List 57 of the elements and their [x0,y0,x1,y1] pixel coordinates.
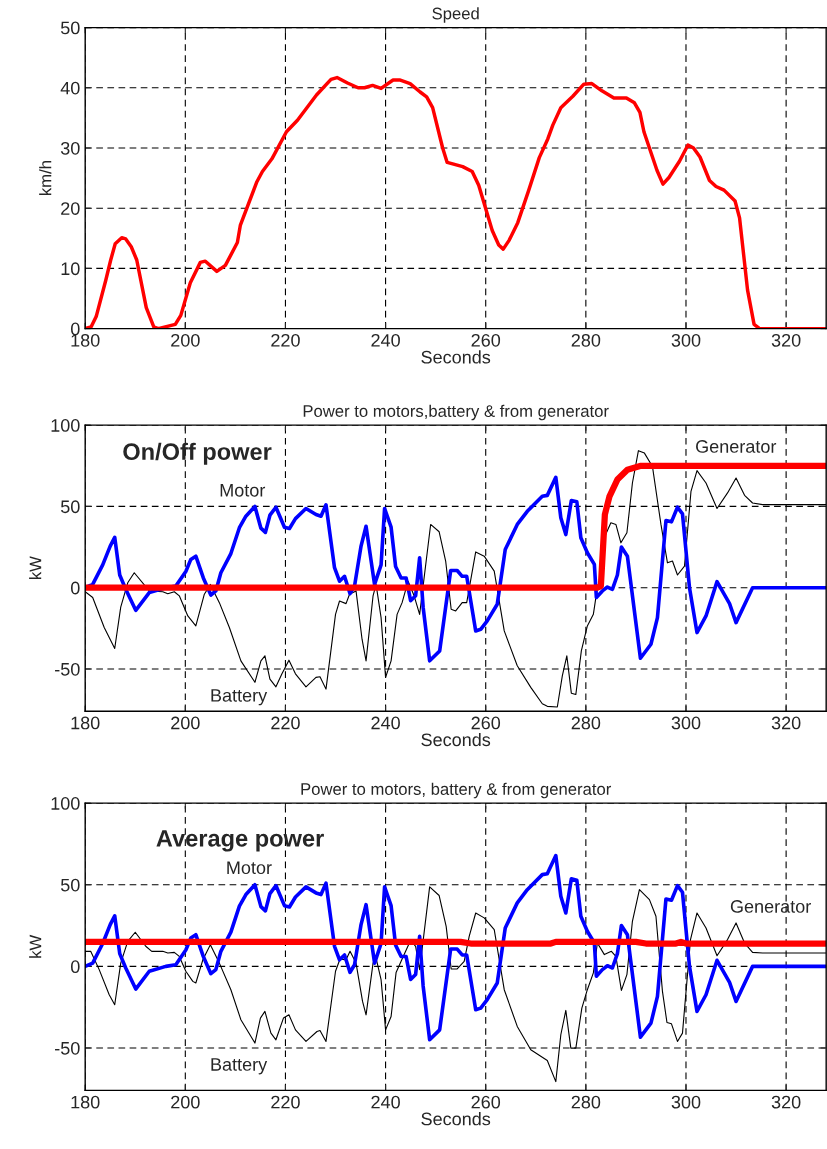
y-axis-title: kW [29,934,42,958]
annotation: Motor [227,861,272,875]
chart-title: Speed [432,7,479,23]
y-tick-label: 30 [60,141,80,155]
x-tick-label: 240 [371,333,400,347]
x-tick-label: 180 [71,716,100,730]
x-tick-label: 180 [71,333,100,347]
x-tick-label: 180 [71,1095,100,1109]
x-tick-label: 260 [471,716,501,730]
annotation: Generator [696,440,777,453]
x-tick-label: 240 [371,1095,400,1109]
annotation: Average power [156,830,324,852]
x-tick-label: 300 [671,716,701,730]
x-axis-title: Seconds [421,350,491,364]
x-tick-label: 320 [771,333,801,347]
x-tick-label: 260 [471,1095,501,1109]
y-tick-label: 0 [70,960,80,974]
line-series [85,475,827,663]
x-tick-label: 200 [171,333,200,347]
x-tick-label: 300 [671,333,701,347]
y-tick-label: -50 [55,662,80,676]
x-tick-label: 320 [771,716,801,730]
x-tick-label: 220 [271,1095,300,1109]
y-tick-label: 100 [51,419,80,432]
chart-title: Power to motors, battery & from generator [301,782,612,799]
x-axis-title: Seconds [421,732,491,747]
annotation: On/Off power [123,442,272,465]
x-axis-title: Seconds [421,1112,491,1126]
y-tick-label: 100 [51,797,80,810]
x-tick-label: 200 [171,1095,200,1109]
chart-title: Power to motors,battery & from generator [303,404,609,421]
y-tick-label: 50 [60,878,80,892]
x-tick-label: 240 [371,716,400,730]
y-tick-label: 40 [60,81,80,95]
y-tick-label: 0 [70,322,80,336]
x-tick-label: 200 [171,716,200,730]
annotation: Generator [730,900,811,913]
annotation: Battery [211,1058,268,1075]
x-tick-label: 280 [571,1095,601,1109]
y-tick-label: 50 [60,500,80,514]
x-tick-label: 300 [671,1095,701,1109]
annotation: Battery [211,689,268,706]
y-axis-title: km/h [39,161,52,196]
line-series [85,853,827,1042]
x-tick-label: 320 [771,1095,801,1109]
annotation: Motor [220,484,266,497]
y-tick-label: 50 [60,21,80,35]
x-tick-label: 280 [571,716,601,730]
x-tick-label: 260 [471,333,501,347]
x-tick-label: 280 [571,333,601,347]
y-tick-label: 10 [61,262,80,276]
x-tick-label: 220 [271,333,300,347]
y-tick-label: 20 [61,202,80,215]
y-tick-label: -50 [55,1041,80,1055]
y-tick-label: 0 [70,581,80,595]
y-axis-title: kW [29,556,42,580]
x-tick-label: 220 [271,716,300,730]
